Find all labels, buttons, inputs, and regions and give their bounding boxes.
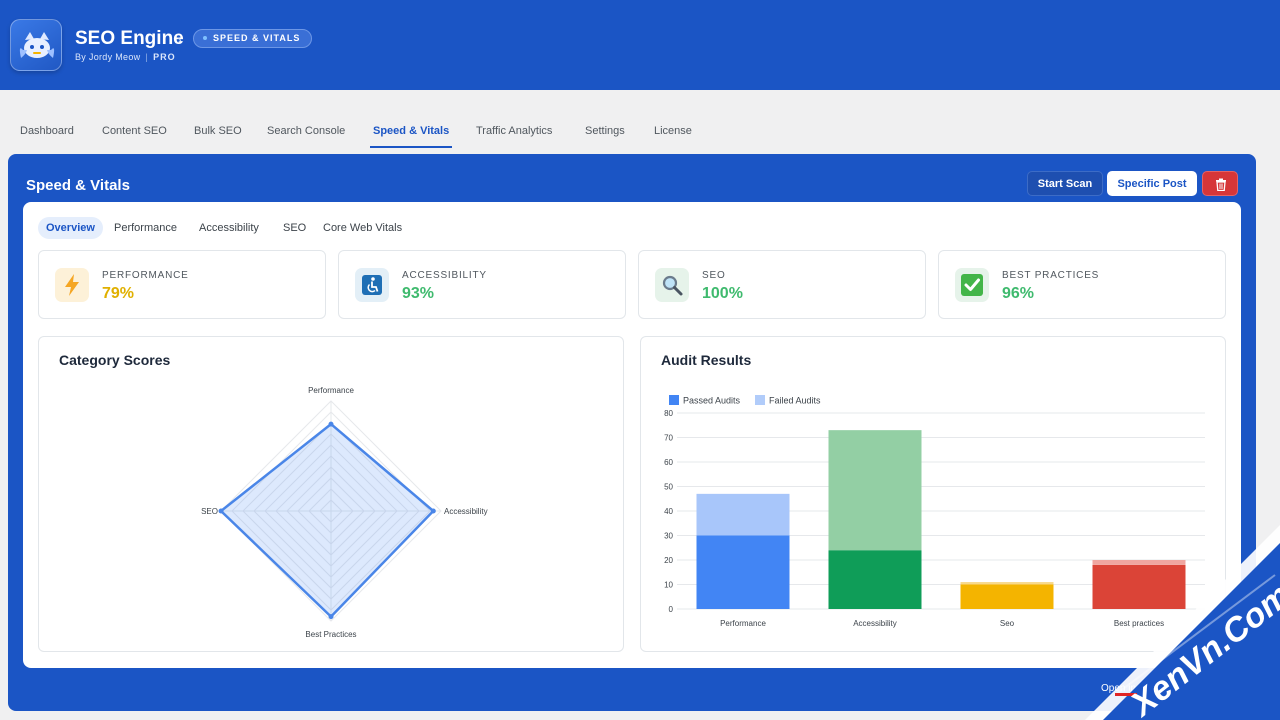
radar-chart-svg: Performance Accessibility Best Practices SE…	[201, 386, 488, 639]
y-tick-label: 50	[664, 483, 673, 492]
stat-label: SEO	[702, 270, 726, 281]
nav-tab-speed-vitals[interactable]: Speed & Vitals	[370, 118, 453, 148]
app-logo	[10, 19, 62, 71]
legend-swatch	[755, 395, 765, 405]
overview-card: Overview Performance Accessibility SEO C…	[23, 202, 1241, 668]
y-tick-label: 0	[669, 605, 674, 614]
breadcrumb-label: SPEED & VITALS	[213, 33, 301, 43]
speed-vitals-panel: Speed & Vitals Start Scan Specific Post …	[8, 154, 1256, 711]
stat-icon-box	[355, 268, 389, 302]
nav-tab-traffic-analytics[interactable]: Traffic Analytics	[476, 125, 553, 137]
radar-axis-label: SEO	[201, 507, 218, 516]
breadcrumb-pill: SPEED & VITALS	[193, 29, 313, 48]
stat-card-accessibility: ACCESSIBILITY 93%	[338, 250, 626, 319]
stat-card-performance: PERFORMANCE 79%	[38, 250, 326, 319]
stat-label: PERFORMANCE	[102, 270, 189, 281]
y-tick-label: 20	[664, 556, 673, 565]
stat-card-best-practices: BEST PRACTICES 96%	[938, 250, 1226, 319]
bar-chart-svg: 0 10 20 30 40 50 60 70 80 Passed Audits Failed Aud…	[664, 395, 1205, 628]
y-tick-label: 10	[664, 581, 673, 590]
legend-swatch	[669, 395, 679, 405]
cat-logo-icon	[19, 32, 55, 58]
stat-card-seo: SEO 100%	[638, 250, 926, 319]
category-scores-chart: Category Scores Performance Accessibility…	[38, 336, 624, 652]
radar-series-area	[219, 422, 436, 619]
bar-segment	[960, 584, 1054, 609]
trash-icon	[1216, 178, 1226, 191]
chart-title: Audit Results	[661, 352, 752, 368]
start-scan-button[interactable]: Start Scan	[1027, 171, 1103, 196]
subtab-core-web-vitals[interactable]: Core Web Vitals	[323, 222, 403, 234]
radar-data-point	[430, 508, 436, 514]
radar-data-point	[328, 421, 334, 427]
radar-data-point	[328, 614, 334, 620]
stat-label: BEST PRACTICES	[1002, 270, 1100, 281]
nav-tab-content-seo[interactable]: Content SEO	[102, 125, 167, 137]
stat-value: 93%	[402, 285, 435, 302]
audit-results-chart: Audit Results 0 10 20 30 40 50 60 70 80 Passed Au…	[640, 336, 1226, 652]
app-byline: By Jordy Meow | PRO	[75, 52, 176, 62]
checkmark-icon	[955, 268, 989, 302]
status-dot-icon	[203, 35, 207, 40]
bar-segment	[696, 535, 790, 609]
byline-text: By Jordy Meow	[75, 52, 141, 62]
specific-post-button[interactable]: Specific Post	[1107, 171, 1197, 196]
subtab-accessibility[interactable]: Accessibility	[199, 222, 259, 234]
nav-tab-search-console[interactable]: Search Console	[267, 125, 346, 137]
lightning-icon	[55, 268, 89, 302]
chart-title: Category Scores	[59, 352, 171, 368]
pro-badge: PRO	[153, 52, 176, 62]
nav-tab-settings[interactable]: Settings	[585, 125, 625, 137]
x-tick-label: Seo	[1000, 619, 1015, 628]
radar-axis-label: Performance	[308, 386, 354, 395]
nav-tab-dashboard[interactable]: Dashboard	[20, 125, 74, 137]
stat-icon-box	[655, 268, 689, 302]
delete-button[interactable]	[1202, 171, 1238, 196]
magnifier-icon	[655, 268, 689, 302]
byline-separator: |	[145, 52, 149, 62]
x-tick-label: Accessibility	[853, 619, 897, 628]
radar-axis-label: Best Practices	[305, 630, 356, 639]
panel-title: Speed & Vitals	[26, 177, 130, 194]
top-header: SEO Engine By Jordy Meow | PRO › SPEED & V…	[0, 0, 1280, 90]
y-tick-label: 80	[664, 409, 673, 418]
radar-axis-label: Accessibility	[444, 507, 488, 516]
bar-segment	[960, 582, 1054, 585]
subtab-seo[interactable]: SEO	[283, 222, 307, 234]
legend-label: Passed Audits	[683, 396, 741, 406]
stat-value: 79%	[102, 285, 135, 302]
stat-label: ACCESSIBILITY	[402, 270, 487, 281]
bar-segment	[696, 493, 790, 536]
y-tick-label: 60	[664, 458, 673, 467]
subtab-performance[interactable]: Performance	[114, 222, 177, 234]
bar-segment	[828, 550, 922, 609]
subtab-overview[interactable]: Overview	[38, 217, 103, 239]
bar-segment	[828, 430, 922, 551]
bar-segment	[1092, 560, 1186, 565]
chevron-right-icon: ›	[177, 31, 182, 47]
stat-icon-box	[955, 268, 989, 302]
stat-value: 100%	[702, 285, 743, 302]
accessibility-icon	[355, 268, 389, 302]
stat-icon-box	[55, 268, 89, 302]
y-tick-label: 70	[664, 434, 673, 443]
nav-tab-license[interactable]: License	[654, 125, 692, 137]
pagespeed-insights-link[interactable]: Open in PageSpeed Insights ↗	[1101, 683, 1240, 694]
x-tick-label: Performance	[720, 619, 766, 628]
y-tick-label: 30	[664, 532, 673, 541]
x-tick-label: Best practices	[1114, 619, 1164, 628]
nav-tab-bulk-seo[interactable]: Bulk SEO	[194, 125, 242, 137]
stat-value: 96%	[1002, 285, 1035, 302]
legend-label: Failed Audits	[769, 396, 821, 406]
bar-segment	[1092, 564, 1186, 609]
y-tick-label: 40	[664, 507, 673, 516]
radar-data-point	[218, 508, 224, 514]
app-title: SEO Engine	[75, 28, 184, 49]
